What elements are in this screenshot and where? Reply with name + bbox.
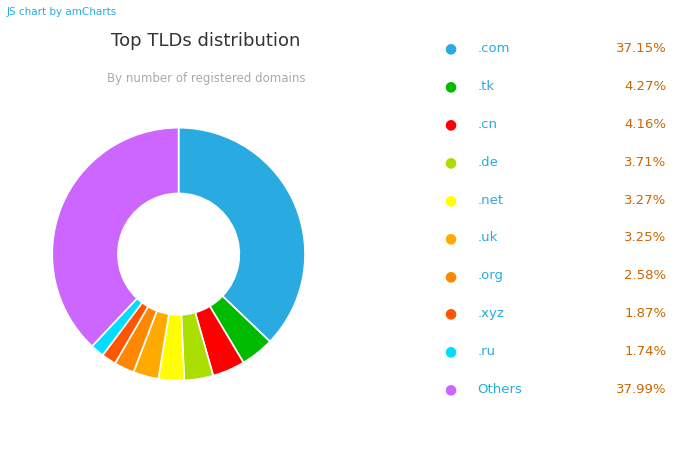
Text: .ru: .ru (477, 345, 495, 358)
Text: ●: ● (444, 231, 456, 245)
Text: Others: Others (477, 383, 522, 396)
Text: 37.15%: 37.15% (616, 42, 666, 55)
Wedge shape (92, 298, 142, 355)
Wedge shape (133, 311, 169, 379)
Wedge shape (52, 128, 179, 346)
Text: .org: .org (477, 269, 504, 282)
Text: .net: .net (477, 194, 504, 207)
Text: .xyz: .xyz (477, 307, 504, 320)
Wedge shape (181, 312, 213, 380)
Text: 3.71%: 3.71% (624, 156, 666, 169)
Text: 1.74%: 1.74% (624, 345, 666, 358)
Wedge shape (158, 314, 184, 381)
Wedge shape (210, 296, 270, 363)
Text: 3.25%: 3.25% (624, 231, 666, 244)
Text: ●: ● (444, 193, 456, 207)
Text: ●: ● (444, 155, 456, 169)
Text: 1.87%: 1.87% (624, 307, 666, 320)
Text: .cn: .cn (477, 118, 497, 131)
Wedge shape (102, 303, 148, 363)
Wedge shape (195, 306, 243, 376)
Text: .com: .com (477, 42, 510, 55)
Text: Top TLDs distribution: Top TLDs distribution (111, 32, 301, 50)
Text: ●: ● (444, 269, 456, 283)
Text: 37.99%: 37.99% (616, 383, 666, 396)
Wedge shape (115, 306, 157, 372)
Text: ●: ● (444, 307, 456, 321)
Text: 2.58%: 2.58% (624, 269, 666, 282)
Wedge shape (179, 128, 305, 341)
Text: 4.27%: 4.27% (624, 80, 666, 93)
Text: ●: ● (444, 383, 456, 396)
Text: ●: ● (444, 117, 456, 131)
Text: 4.16%: 4.16% (624, 118, 666, 131)
Text: ●: ● (444, 42, 456, 55)
Text: JS chart by amCharts: JS chart by amCharts (7, 7, 117, 17)
Text: 3.27%: 3.27% (624, 194, 666, 207)
Text: By number of registered domains: By number of registered domains (107, 72, 305, 85)
Text: .tk: .tk (477, 80, 495, 93)
Text: .uk: .uk (477, 231, 498, 244)
Text: ●: ● (444, 79, 456, 93)
Text: .de: .de (477, 156, 498, 169)
Text: ●: ● (444, 345, 456, 359)
